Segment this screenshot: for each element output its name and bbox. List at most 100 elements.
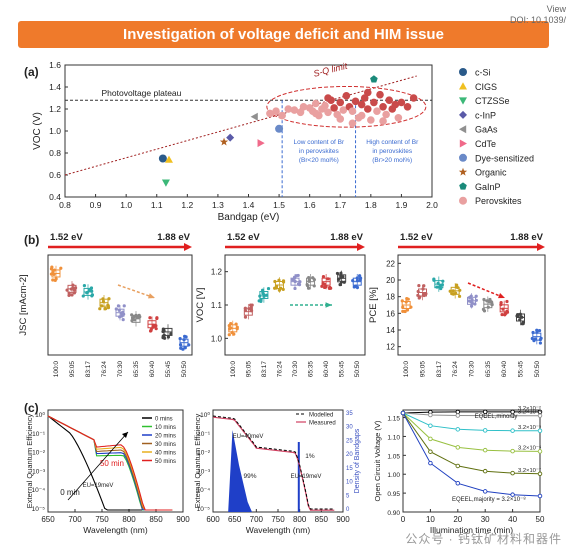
b2-data-point xyxy=(228,327,232,331)
b2-y-tick-label: 1.1 xyxy=(211,301,223,310)
b1-bandgap-arrow-head xyxy=(184,243,192,251)
a-point-perovskites xyxy=(339,106,348,114)
c3-x-tick-label: 40 xyxy=(508,515,517,524)
c1-y-tick-label: 10⁻² xyxy=(32,450,46,457)
c2-y2-tick-label: 10 xyxy=(346,480,353,486)
a-point-perovskites xyxy=(397,98,406,107)
b2-x-tick-label: 55:45 xyxy=(339,361,346,378)
a-point-cdte xyxy=(257,139,265,148)
b2-data-point xyxy=(281,287,285,292)
b3-data-point xyxy=(538,341,543,345)
a-point-perovskites xyxy=(379,117,387,125)
c2-y-tick-label: 10⁻¹ xyxy=(197,431,211,438)
c3-annotation-minority: EQEEL,minority xyxy=(475,414,518,420)
a-point-perovskites xyxy=(342,92,351,100)
c3-data-point xyxy=(428,423,433,428)
b3-data-point xyxy=(538,337,542,342)
b1-x-tick-label: 65:35 xyxy=(133,361,140,378)
b1-data-point xyxy=(72,288,76,292)
b2-top-right-label: 1.88 eV xyxy=(330,232,363,243)
c2-x-tick-label: 650 xyxy=(228,515,242,524)
b3-data-point xyxy=(455,285,459,289)
b2-data-point xyxy=(232,332,236,336)
b3-y-tick-label: 12 xyxy=(386,343,395,352)
c3-series-line xyxy=(402,412,541,452)
b3-data-point xyxy=(469,300,473,304)
b3-data-point xyxy=(474,298,478,302)
a-point-perovskites xyxy=(409,94,418,102)
c3-y-tick-label: 1.05 xyxy=(387,453,400,460)
b2-data-point xyxy=(339,276,343,280)
b3-data-point xyxy=(436,281,440,285)
b1-x-tick-label: 76:24 xyxy=(101,361,108,378)
b1-data-point xyxy=(82,284,87,288)
b1-data-point xyxy=(133,318,137,322)
c3-series-label: 3.2×10⁻⁷ xyxy=(518,467,541,474)
b3-x-tick-label: 70:30 xyxy=(469,361,476,378)
c3-data-point xyxy=(510,448,515,454)
b2-data-point xyxy=(227,333,231,337)
b3-data-point xyxy=(474,294,478,298)
c1-legend-label: 30 mins xyxy=(155,442,176,448)
b1-data-point xyxy=(163,336,167,340)
a-point-perovskites xyxy=(284,105,293,113)
a-legend-label-dye-sensitized: Dye-sensitized xyxy=(475,153,534,163)
b3-data-point xyxy=(435,285,439,289)
b2-data-point xyxy=(235,325,239,329)
c3-data-point xyxy=(428,460,433,466)
c2-x-tick-label: 900 xyxy=(336,515,350,524)
b2-data-point xyxy=(323,282,327,286)
b3-y-tick-label: 18 xyxy=(386,293,395,302)
a-x-tick-label: 1.2 xyxy=(181,200,193,210)
a-point-perovskites xyxy=(336,98,345,107)
b2-data-point xyxy=(336,277,341,281)
a-legend-marker-gainp xyxy=(459,182,467,190)
b1-data-point xyxy=(67,293,71,297)
b1-data-point xyxy=(183,346,187,350)
c2-legend-measured: Measured xyxy=(309,421,336,427)
b3-data-point xyxy=(448,289,452,293)
b3-data-point xyxy=(405,308,410,312)
c3-y-tick-label: 0.90 xyxy=(387,510,400,517)
b1-data-point xyxy=(100,304,104,308)
b3-y-tick-label: 20 xyxy=(386,276,395,285)
a-point-c-inp xyxy=(226,133,235,142)
b1-data-point xyxy=(90,293,95,297)
c1-x-tick-label: 900 xyxy=(176,515,190,524)
b2-data-point xyxy=(260,288,265,292)
a-point-cigs xyxy=(164,155,173,163)
b1-data-point xyxy=(130,316,135,320)
b1-data-point xyxy=(178,336,182,341)
b1-x-tick-label: 55:45 xyxy=(165,361,172,378)
c2-y2-tick-label: 25 xyxy=(346,438,353,444)
b2-data-point xyxy=(335,271,340,276)
c3-series-label: 3.2×10⁻⁶ xyxy=(518,445,542,452)
c3-x-tick-label: 10 xyxy=(426,515,435,524)
b3-data-point xyxy=(499,300,503,305)
b1-trend-arrow-shaft xyxy=(117,284,156,299)
a-low-br-label: Low content of Br xyxy=(294,139,345,146)
b2-data-point xyxy=(329,286,333,290)
b3-data-point xyxy=(473,302,477,306)
watermark-text: 公众号 · 钙钛矿材料和器件 xyxy=(405,532,562,546)
b2-data-point xyxy=(277,278,281,282)
b3-data-point xyxy=(518,318,522,322)
b3-x-tick-label: 83:17 xyxy=(436,361,443,378)
b1-data-point xyxy=(130,318,134,323)
b1-data-point xyxy=(183,334,187,338)
b3-data-point xyxy=(441,279,445,283)
c1-plot-frame xyxy=(47,409,184,513)
b3-data-point xyxy=(401,309,405,313)
a-point-perovskites xyxy=(394,114,403,122)
c3-x-tick-label: 30 xyxy=(481,515,490,524)
b1-data-point xyxy=(71,283,75,287)
c3-data-point xyxy=(510,428,515,433)
a-y-axis-label: VOC (V) xyxy=(32,112,43,150)
b3-x-tick-label: 100:0 xyxy=(403,361,410,378)
c3-x-axis-label: Illumination time (min) xyxy=(430,525,513,535)
a-point-perovskites xyxy=(348,119,357,128)
b1-y-axis-label: JSC [mAcm-2] xyxy=(18,274,29,335)
b3-data-point xyxy=(440,283,444,287)
b2-data-point xyxy=(248,307,252,311)
